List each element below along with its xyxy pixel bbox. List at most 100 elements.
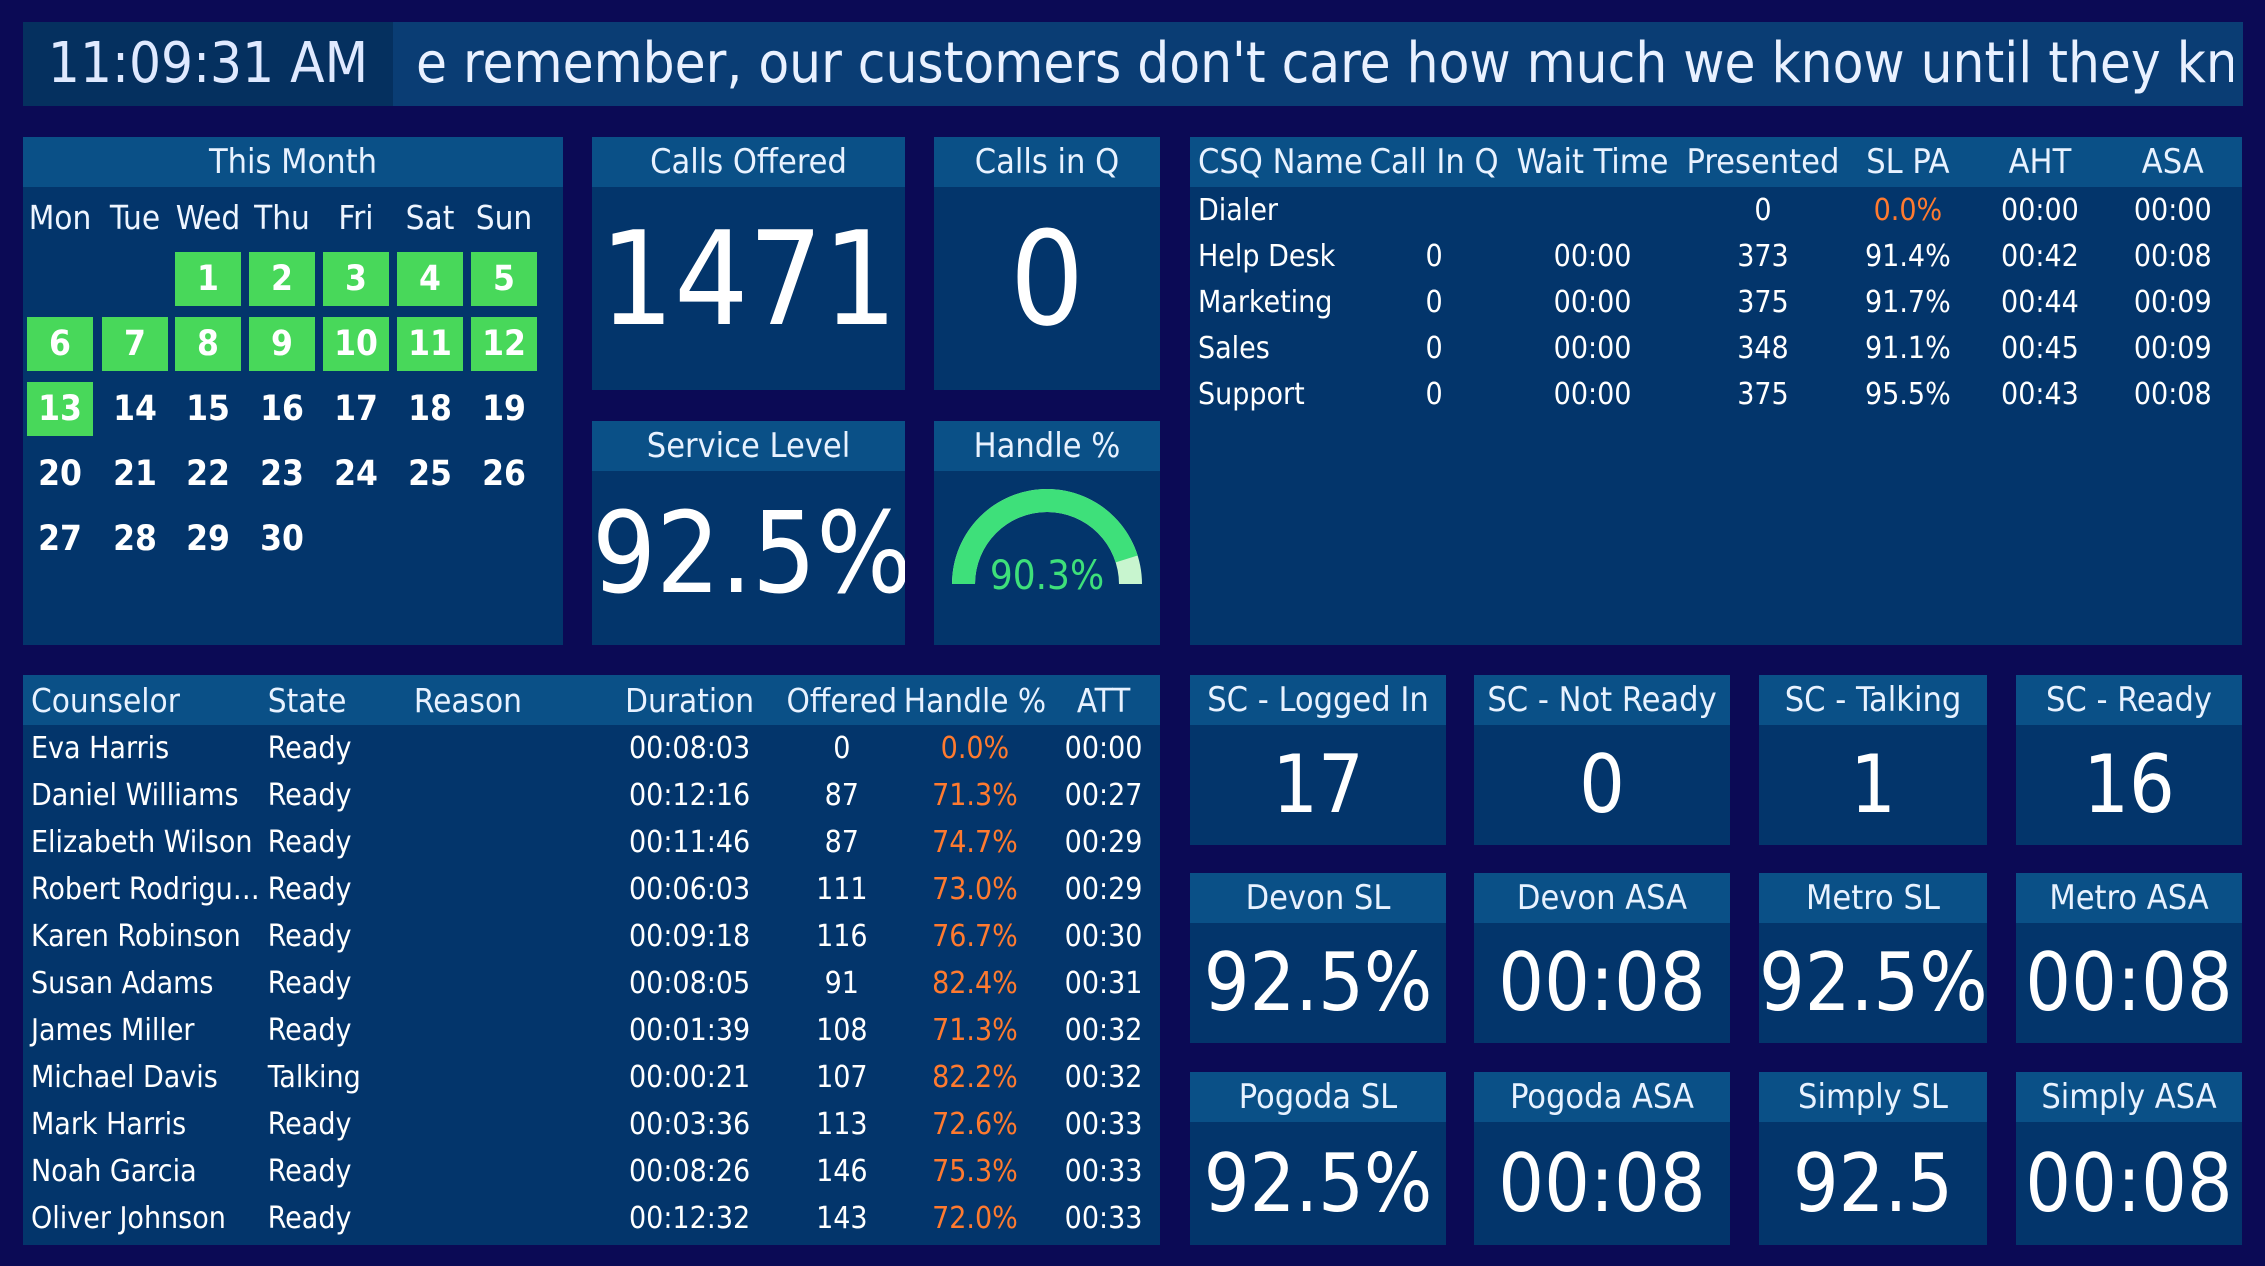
csq-cell: 00:00 xyxy=(1553,330,1632,366)
calls-offered-tile: Calls Offered 1471 xyxy=(592,137,905,390)
calendar-day-26: 26 xyxy=(482,454,526,494)
csq-cell: 00:45 xyxy=(2001,330,2079,366)
calendar-day-12: 12 xyxy=(471,317,537,371)
counselor-cell: Robert Rodrigu… xyxy=(31,872,260,907)
csq-col-asa: ASA xyxy=(2103,137,2242,187)
weekday-wed: Wed xyxy=(175,198,241,237)
calendar-day-13: 13 xyxy=(27,382,93,436)
calendar-day-28: 28 xyxy=(113,519,157,559)
weekday-tue: Tue xyxy=(109,198,161,237)
counselor-cell: 75.3% xyxy=(932,1154,1018,1189)
counselor-cell: Ready xyxy=(267,778,352,813)
counselor-cell xyxy=(406,772,599,819)
handle-pct-value: 90.3% xyxy=(989,553,1105,599)
counselor-cell: 116 xyxy=(816,919,868,954)
counselor-cell: 00:30 xyxy=(1064,919,1143,954)
metro-sl-tile: Metro SL 92.5% xyxy=(1759,873,1987,1043)
counselor-cell: Ready xyxy=(267,1201,352,1236)
tile-value: 00:08 xyxy=(1498,936,1706,1029)
counselor-cell xyxy=(406,1007,599,1054)
counselor-cell: 91 xyxy=(824,966,859,1001)
counselor-header-row: Counselor State Reason Duration Offered Handl… xyxy=(23,675,1160,725)
counselor-cell: 00:00 xyxy=(1064,731,1143,766)
counselor-col-state: State xyxy=(259,675,406,725)
counselor-cell: Ready xyxy=(267,1013,352,1048)
counselor-col-att: ATT xyxy=(1046,675,1160,725)
calendar-day-30: 30 xyxy=(260,519,304,559)
counselor-cell: 87 xyxy=(824,825,859,860)
counselor-col-counselor: Counselor xyxy=(23,675,260,725)
csq-col-sl-pa: SL PA xyxy=(1839,137,1977,187)
service-level-tile: Service Level 92.5% xyxy=(592,421,905,645)
calendar-day-3: 3 xyxy=(323,252,389,306)
weekday-sun: Sun xyxy=(475,198,533,237)
counselor-cell: 00:32 xyxy=(1064,1013,1143,1048)
counselor-cell xyxy=(406,1101,599,1148)
tile-value: 00:08 xyxy=(1498,1137,1706,1230)
counselor-cell xyxy=(406,1148,599,1195)
tile-title: SC - Logged In xyxy=(1190,675,1446,725)
counselor-cell: 00:03:36 xyxy=(629,1107,751,1142)
calls-offered-value: 1471 xyxy=(599,203,898,355)
calendar-day-9: 9 xyxy=(249,317,315,371)
counselor-cell: Daniel Williams xyxy=(31,778,239,813)
csq-cell: 0 xyxy=(1425,284,1443,320)
counselor-cell: 00:12:16 xyxy=(629,778,751,813)
csq-cell: 00:00 xyxy=(1553,284,1632,320)
csq-row: Support 0 00:00 375 95.5% 00:43 00:08 xyxy=(1190,371,2242,417)
counselor-cell: 74.7% xyxy=(932,825,1018,860)
counselor-cell: 00:32 xyxy=(1064,1060,1143,1095)
counselor-cell: 00:08:26 xyxy=(629,1154,751,1189)
csq-cell: Sales xyxy=(1198,330,1270,366)
counselor-cell xyxy=(406,725,599,772)
csq-cell: 0 xyxy=(1425,330,1443,366)
counselor-row: Oliver Johnson Ready 00:12:32 143 72.0% 00:33 xyxy=(23,1195,1160,1242)
counselor-cell: 146 xyxy=(816,1154,868,1189)
csq-cell: 0 xyxy=(1425,376,1443,412)
counselor-cell: Oliver Johnson xyxy=(31,1201,226,1236)
counselor-cell: 00:33 xyxy=(1064,1107,1143,1142)
simply-sl-tile: Simply SL 92.5 xyxy=(1759,1072,1987,1245)
sc-logged-in-tile: SC - Logged In 17 xyxy=(1190,675,1446,845)
counselor-cell: Eva Harris xyxy=(31,731,170,766)
tile-value: 16 xyxy=(2083,738,2175,831)
counselor-row: Michael Davis Talking 00:00:21 107 82.2% 00:3… xyxy=(23,1054,1160,1101)
counselor-cell: 73.0% xyxy=(932,872,1018,907)
csq-col-call-in-q: Call In Q xyxy=(1369,137,1499,187)
csq-cell: 00:00 xyxy=(1553,376,1632,412)
counselor-cell: 113 xyxy=(816,1107,868,1142)
counselor-col-reason: Reason xyxy=(405,675,600,725)
calendar-day-2: 2 xyxy=(249,252,315,306)
counselor-cell: Susan Adams xyxy=(31,966,214,1001)
csq-cell: 00:00 xyxy=(1553,238,1632,274)
csq-col-csq-name: CSQ Name xyxy=(1190,137,1370,187)
calendar-day-15: 15 xyxy=(186,389,230,429)
calendar-day-8: 8 xyxy=(175,317,241,371)
counselor-col-handle-: Handle % xyxy=(903,675,1047,725)
counselor-cell: 00:09:18 xyxy=(629,919,751,954)
counselor-cell: Elizabeth Wilson xyxy=(31,825,253,860)
calendar-day-22: 22 xyxy=(186,454,230,494)
counselor-cell: 00:12:32 xyxy=(629,1201,751,1236)
counselor-cell: 72.0% xyxy=(932,1201,1018,1236)
counselor-cell xyxy=(406,913,599,960)
calendar-day-25: 25 xyxy=(408,454,452,494)
counselor-cell: 00:08:03 xyxy=(629,731,751,766)
calendar-day-6: 6 xyxy=(27,317,93,371)
counselor-cell: 00:01:39 xyxy=(629,1013,751,1048)
counselor-row: Daniel Williams Ready 00:12:16 87 71.3% 00:27 xyxy=(23,772,1160,819)
weekday-sat: Sat xyxy=(405,198,455,237)
counselor-cell: 82.2% xyxy=(932,1060,1018,1095)
counselor-cell: 00:11:46 xyxy=(629,825,751,860)
counselor-col-duration: Duration xyxy=(599,675,780,725)
counselor-row: Elizabeth Wilson Ready 00:11:46 87 74.7% 00:2… xyxy=(23,819,1160,866)
counselor-cell: 00:00:21 xyxy=(629,1060,751,1095)
csq-cell: 00:09 xyxy=(2133,330,2212,366)
csq-cell: Support xyxy=(1198,376,1305,412)
calls-offered-title: Calls Offered xyxy=(592,137,905,187)
tile-title: Pogoda ASA xyxy=(1474,1072,1730,1122)
tile-value: 00:08 xyxy=(2025,1137,2233,1230)
csq-col-aht: AHT xyxy=(1976,137,2104,187)
tile-value: 0 xyxy=(1579,738,1625,831)
tile-value: 92.5% xyxy=(1203,1137,1433,1230)
